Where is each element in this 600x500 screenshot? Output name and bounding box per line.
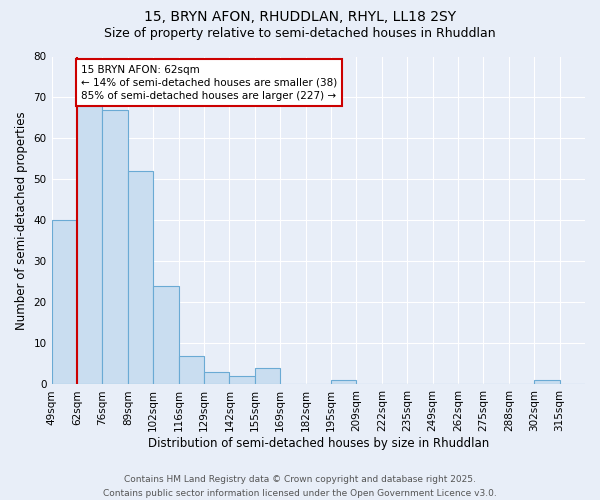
Bar xyxy=(128,172,153,384)
Bar xyxy=(331,380,356,384)
Bar xyxy=(229,376,255,384)
Bar xyxy=(52,220,77,384)
Bar xyxy=(153,286,179,384)
Text: 15 BRYN AFON: 62sqm
← 14% of semi-detached houses are smaller (38)
85% of semi-d: 15 BRYN AFON: 62sqm ← 14% of semi-detach… xyxy=(81,64,337,101)
Bar xyxy=(204,372,229,384)
Bar xyxy=(534,380,560,384)
Bar xyxy=(255,368,280,384)
Text: Contains HM Land Registry data © Crown copyright and database right 2025.
Contai: Contains HM Land Registry data © Crown c… xyxy=(103,476,497,498)
Bar xyxy=(103,110,128,384)
X-axis label: Distribution of semi-detached houses by size in Rhuddlan: Distribution of semi-detached houses by … xyxy=(148,437,489,450)
Text: 15, BRYN AFON, RHUDDLAN, RHYL, LL18 2SY: 15, BRYN AFON, RHUDDLAN, RHYL, LL18 2SY xyxy=(144,10,456,24)
Text: Size of property relative to semi-detached houses in Rhuddlan: Size of property relative to semi-detach… xyxy=(104,28,496,40)
Bar xyxy=(179,356,204,384)
Bar xyxy=(77,106,103,384)
Y-axis label: Number of semi-detached properties: Number of semi-detached properties xyxy=(15,111,28,330)
